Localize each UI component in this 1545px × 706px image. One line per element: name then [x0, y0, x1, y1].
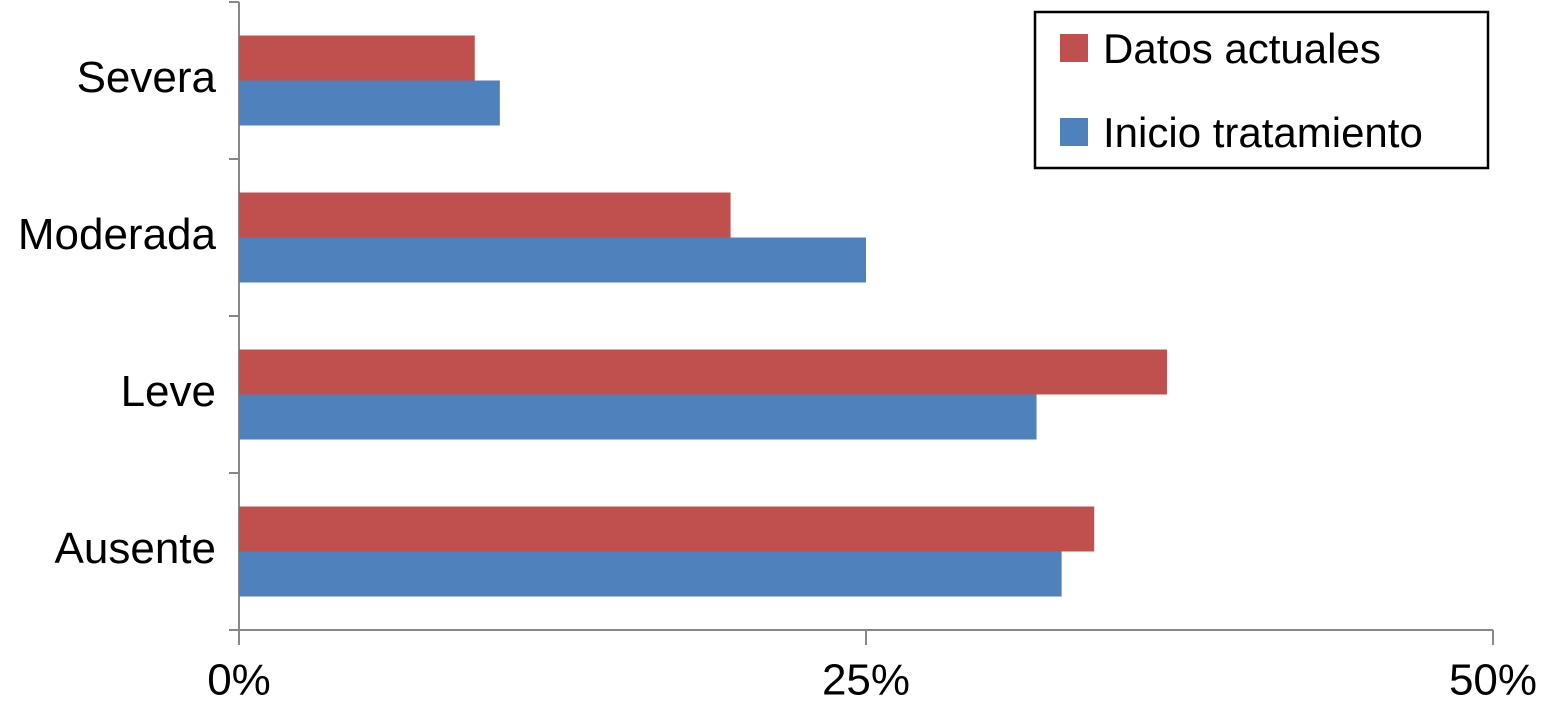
- bar: [239, 349, 1167, 395]
- category-label: Severa: [77, 53, 217, 102]
- bar: [239, 551, 1062, 597]
- bar: [239, 506, 1095, 552]
- legend-label: Datos actuales: [1103, 25, 1381, 72]
- bar: [239, 192, 731, 238]
- x-tick-label: 50%: [1449, 656, 1537, 705]
- legend-label: Inicio tratamiento: [1103, 109, 1423, 156]
- x-tick-label: 25%: [822, 656, 910, 705]
- bar: [239, 237, 866, 283]
- bar: [239, 35, 475, 81]
- bar: [239, 80, 500, 126]
- x-tick-label: 0%: [207, 656, 271, 705]
- legend-swatch: [1060, 34, 1088, 62]
- category-label: Moderada: [18, 210, 217, 259]
- category-label: Leve: [121, 367, 216, 416]
- legend-box: [1033, 10, 1490, 170]
- category-label: Ausente: [55, 524, 216, 573]
- legend-swatch: [1060, 118, 1088, 146]
- bar: [239, 394, 1037, 440]
